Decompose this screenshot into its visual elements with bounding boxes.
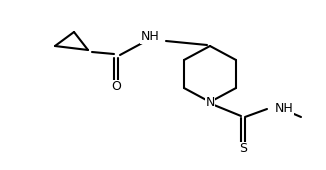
Text: NH: NH [140, 30, 159, 44]
Text: NH: NH [275, 101, 294, 115]
Text: O: O [111, 81, 121, 94]
Text: N: N [205, 96, 215, 108]
Text: S: S [239, 142, 247, 156]
